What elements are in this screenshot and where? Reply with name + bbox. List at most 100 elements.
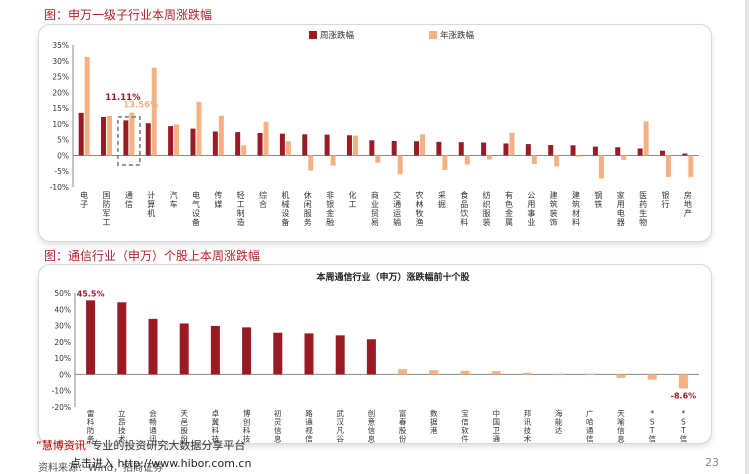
chart1-bar-annual	[174, 124, 180, 156]
footer-brand: “慧博资讯”	[36, 439, 92, 452]
chart2-category-label: 宝信软件	[461, 408, 469, 443]
chart1-bar-annual	[285, 141, 291, 156]
chart2-bar	[678, 374, 688, 389]
chart2-category-label: 广哈通信	[586, 408, 594, 443]
chart1-category-label: 汽车	[170, 190, 178, 209]
chart1-bar-annual	[107, 116, 113, 156]
chart1-y-tick-label: 5%	[57, 136, 69, 145]
chart1-bar-weekly	[659, 150, 665, 156]
chart1-y-tick-label: 25%	[52, 73, 69, 82]
chart1-bar-weekly	[302, 134, 308, 156]
chart1-bar-weekly	[212, 131, 218, 156]
chart1-bar-annual	[308, 155, 314, 171]
chart2-bar	[554, 373, 564, 375]
chart1-category-label: 农林牧渔	[416, 190, 424, 227]
chart1-bar-annual	[464, 155, 470, 165]
chart2-y-tick-label: -20%	[52, 403, 71, 412]
chart1-bar-annual	[621, 155, 627, 160]
chart1-annotation-weekly: 11.11%	[105, 93, 141, 103]
chart2-bar	[491, 371, 501, 375]
chart1-annotation-annual: 13.56%	[123, 100, 159, 110]
chart1-bar-annual	[442, 155, 448, 170]
chart2-category-label: 卓翼科技	[212, 408, 220, 443]
telecom-stocks-chart: 本周通信行业（申万）涨跌幅前十个股 50% 40% 30% 20% 10% 0% -10% -2…	[52, 271, 699, 452]
chart1-bar-annual	[129, 112, 135, 156]
chart1-bar-annual	[688, 155, 694, 177]
chart1-bar-annual	[330, 155, 336, 166]
chart1-category-label: 计算机	[147, 190, 155, 218]
chart2-bar	[616, 374, 626, 378]
chart1-bar-annual	[218, 115, 224, 156]
chart2-category-label: 立昂技术	[118, 408, 126, 443]
chart2-category-label: 博创科技	[243, 408, 251, 443]
page-number: 23	[705, 456, 719, 469]
chart2-bar	[429, 370, 439, 375]
chart2-title: 本周通信行业（申万）涨跌幅前十个股	[316, 271, 470, 283]
chart2-category-label: 富春股份	[399, 408, 407, 443]
chart1-bar-weekly	[168, 126, 174, 156]
chart1-bar-weekly	[257, 133, 263, 156]
chart2-bar	[179, 323, 189, 375]
chart1-legend-swatch-annual	[429, 31, 437, 39]
chart1-category-label: 家用电器	[617, 190, 625, 227]
chart2-y-tick-label: -10%	[52, 387, 71, 396]
chart1-highlight-box	[117, 116, 141, 166]
chart2-category-label: 创意信息	[368, 408, 376, 443]
chart1-bar-weekly	[570, 145, 576, 156]
chart1-bar-weekly	[369, 140, 375, 156]
chart1-category-label: 机械设备	[281, 190, 289, 227]
footer-brand-line: “慧博资讯”专业的投资研究大数据分享平台	[36, 437, 245, 453]
chart1-y-tick-label: -5%	[54, 167, 69, 176]
chart1-bar-weekly	[481, 142, 487, 156]
chart1-bar-weekly	[436, 141, 442, 156]
chart1-bar-weekly	[346, 135, 352, 156]
chart1-bar-weekly	[123, 120, 129, 156]
chart1-bar-annual	[263, 121, 269, 156]
chart2-category-label: 天喻信息	[617, 409, 625, 443]
chart2-category-label: 海能达	[555, 408, 563, 435]
footer-link[interactable]: 点击进入 http://www.hibor.com.cn	[70, 457, 252, 470]
chart1-bar-annual	[352, 135, 358, 156]
chart1-bar-weekly	[615, 147, 621, 156]
chart1-bar-weekly	[503, 143, 509, 156]
chart1-bar-weekly	[458, 142, 464, 156]
chart2-data-label-bottom: -8.6%	[671, 391, 697, 400]
right-edge-bar	[745, 0, 749, 474]
chart1-bar-weekly	[101, 116, 107, 156]
chart1-legend-annual: 年涨跌幅	[440, 30, 475, 41]
chart1-bar-annual	[531, 155, 537, 164]
chart2-category-label: 武汉凡谷	[336, 408, 344, 443]
footer-tagline: 专业的投资研究大数据分享平台	[91, 439, 246, 452]
chart1-category-label: 国防军工	[103, 191, 111, 227]
chart2-category-label: 会畅通讯	[149, 408, 157, 443]
chart1-y-tick-label: 10%	[52, 120, 69, 129]
chart1-category-label: 公用事业	[527, 191, 535, 227]
chart2-bar	[585, 373, 595, 375]
chart1-category-label: 建筑材料	[572, 190, 580, 227]
chart2-bar	[304, 333, 314, 375]
chart2-bar	[460, 370, 470, 375]
chart1-category-label: 银行	[661, 190, 669, 209]
chart2-y-tick-label: 10%	[54, 354, 71, 363]
chart2-panel: 本周通信行业（申万）涨跌幅前十个股 50% 40% 30% 20% 10% 0% -10% -2…	[38, 264, 712, 452]
industry-weekly-chart: 35% 30% 25% 20% 15% 10% 5% 0% -5% -10% 周涨跌幅 年涨跌幅电子国…	[50, 30, 699, 227]
chart1-bar-weekly	[637, 148, 643, 156]
chart2-y-tick-label: 0%	[59, 370, 71, 379]
chart2-category-label: 雷科防务	[87, 409, 95, 443]
footer-source: 资料来源：Wind，招商证券	[38, 463, 164, 474]
chart1-bar-annual	[665, 155, 671, 177]
chart1-y-tick-label: 35%	[52, 41, 69, 50]
chart1-y-tick-label: -10%	[50, 183, 69, 192]
chart1-category-label: 休闲服务	[304, 190, 312, 227]
chart1-y-tick-label: 0%	[57, 151, 69, 160]
chart1-bar-annual	[487, 155, 493, 160]
chart1-legend-swatch-weekly	[309, 31, 317, 39]
chart1-y-tick-label: 20%	[52, 88, 69, 97]
chart1-bar-weekly	[145, 123, 151, 156]
chart2-bar	[117, 302, 127, 375]
chart1-bar-annual	[196, 101, 202, 156]
chart1-bar-weekly	[548, 145, 554, 156]
chart2-bar	[148, 318, 158, 375]
chart1-bar-weekly	[324, 134, 330, 156]
chart1-y-tick-label: 15%	[52, 104, 69, 113]
